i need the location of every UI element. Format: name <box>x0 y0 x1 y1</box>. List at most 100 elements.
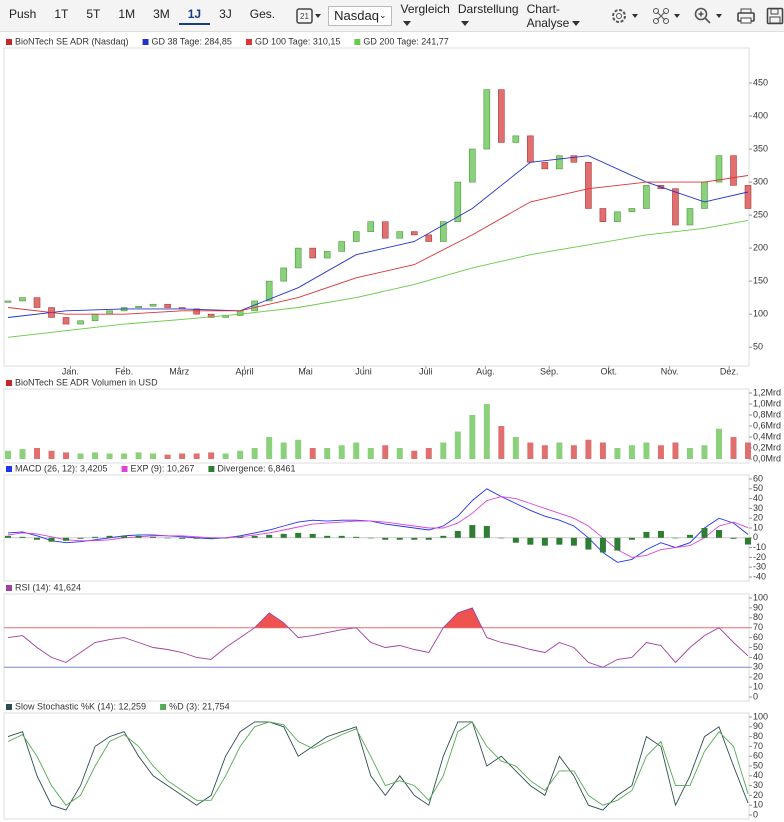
bar <box>48 450 55 459</box>
y-tick-label: 250 <box>753 209 768 219</box>
x-tick-label: Mai <box>298 366 313 376</box>
exchange-select[interactable]: Nasdaq ⌄ <box>328 5 393 26</box>
bar <box>135 535 142 538</box>
candle <box>193 308 200 315</box>
menu-button[interactable]: Vergleich <box>400 2 449 30</box>
bar <box>92 452 99 459</box>
candle <box>19 297 26 302</box>
bar <box>193 537 200 539</box>
bar <box>512 537 519 543</box>
y-tick-label: 20 <box>753 513 763 523</box>
x-tick-label: Okt. <box>600 366 617 376</box>
bar <box>585 537 592 550</box>
y-tick-label: 30 <box>753 780 763 790</box>
bar <box>338 535 345 538</box>
y-tick-label: 1,2Mrd <box>753 387 781 397</box>
bar <box>63 537 70 541</box>
bar <box>715 428 722 459</box>
bar <box>353 536 360 538</box>
menu-button[interactable]: Chart-Analyse <box>527 2 592 30</box>
candle <box>91 313 99 322</box>
candle <box>730 155 737 186</box>
legend-label: GD 200 Tage: 241,77 <box>363 36 448 46</box>
series-line <box>7 607 749 668</box>
panel-frame <box>3 388 750 464</box>
candle <box>469 148 476 183</box>
bar <box>280 533 287 538</box>
bar <box>498 537 505 539</box>
overbought-area <box>8 607 748 628</box>
bar <box>614 448 621 459</box>
bar <box>34 448 41 459</box>
bar <box>411 537 418 540</box>
candle <box>439 221 447 242</box>
legend-swatch <box>208 466 215 472</box>
y-tick-label: 0,2Mrd <box>753 442 781 452</box>
bar <box>541 445 548 459</box>
x-tick-label: Dez. <box>720 366 739 376</box>
legend-label: GD 100 Tage: 310,15 <box>255 36 340 46</box>
bar <box>672 442 679 459</box>
toolbar: Push 1T 5T 1M 3M 1J 3J Ges. 21 Nasdaq ⌄ Vergleic… <box>0 0 784 32</box>
candle <box>585 161 592 209</box>
candle <box>686 208 694 226</box>
bar <box>19 536 26 538</box>
save-icon[interactable] <box>766 7 784 25</box>
period-tab[interactable]: 1T <box>54 6 69 21</box>
bar <box>672 537 679 539</box>
menu-button[interactable]: Darstellung <box>458 2 519 30</box>
bar <box>498 426 505 459</box>
bar <box>556 537 563 545</box>
series-line <box>7 155 749 318</box>
bar <box>295 532 302 538</box>
period-tab[interactable]: 1M <box>118 6 136 21</box>
bar <box>266 437 273 459</box>
period-tab[interactable]: 3J <box>219 6 232 21</box>
bar <box>19 449 26 459</box>
period-tab[interactable]: 1J <box>178 7 211 25</box>
period-tab[interactable]: 5T <box>86 6 101 21</box>
period-tab[interactable]: 3M <box>153 6 170 21</box>
tools-icon[interactable] <box>652 7 682 25</box>
legend-swatch <box>6 380 12 386</box>
svg-text:21: 21 <box>300 12 309 21</box>
y-tick-label: 50 <box>753 760 763 770</box>
zoom-icon[interactable] <box>694 7 724 25</box>
bar <box>237 536 244 538</box>
series-line <box>7 175 749 315</box>
x-tick-label: April <box>236 366 254 376</box>
settings-icon[interactable] <box>610 7 640 25</box>
bar <box>121 535 128 538</box>
bar <box>657 530 664 538</box>
candle <box>367 221 375 232</box>
y-tick-label: 50 <box>753 342 763 352</box>
candle <box>396 231 404 239</box>
bar <box>425 537 432 540</box>
panel-frame <box>3 474 750 582</box>
bar <box>106 535 113 538</box>
period-tabs: Push 1T 5T 1M 3M 1J 3J Ges. <box>0 7 284 25</box>
legend-swatch <box>6 466 12 472</box>
bar <box>701 528 708 538</box>
period-tab[interactable]: Push <box>9 6 37 21</box>
legend-label: GD 38 Tage: 284,85 <box>152 36 232 46</box>
print-icon[interactable] <box>736 7 756 25</box>
y-tick-label: 100 <box>753 711 768 721</box>
bar <box>585 439 592 459</box>
bar <box>614 537 621 551</box>
bar <box>454 431 461 459</box>
legend-swatch <box>121 466 128 472</box>
bar <box>730 437 737 459</box>
y-tick-label: 0 <box>753 809 758 819</box>
candle <box>309 247 317 259</box>
bar <box>121 453 128 459</box>
legend-swatch <box>245 39 252 45</box>
candle <box>135 305 142 308</box>
y-tick-label: 0,4Mrd <box>753 431 781 441</box>
bar <box>48 537 55 542</box>
calendar-icon[interactable]: 21 <box>296 7 322 25</box>
candle <box>149 303 157 307</box>
period-tab[interactable]: Ges. <box>249 6 276 21</box>
bar <box>512 437 519 459</box>
